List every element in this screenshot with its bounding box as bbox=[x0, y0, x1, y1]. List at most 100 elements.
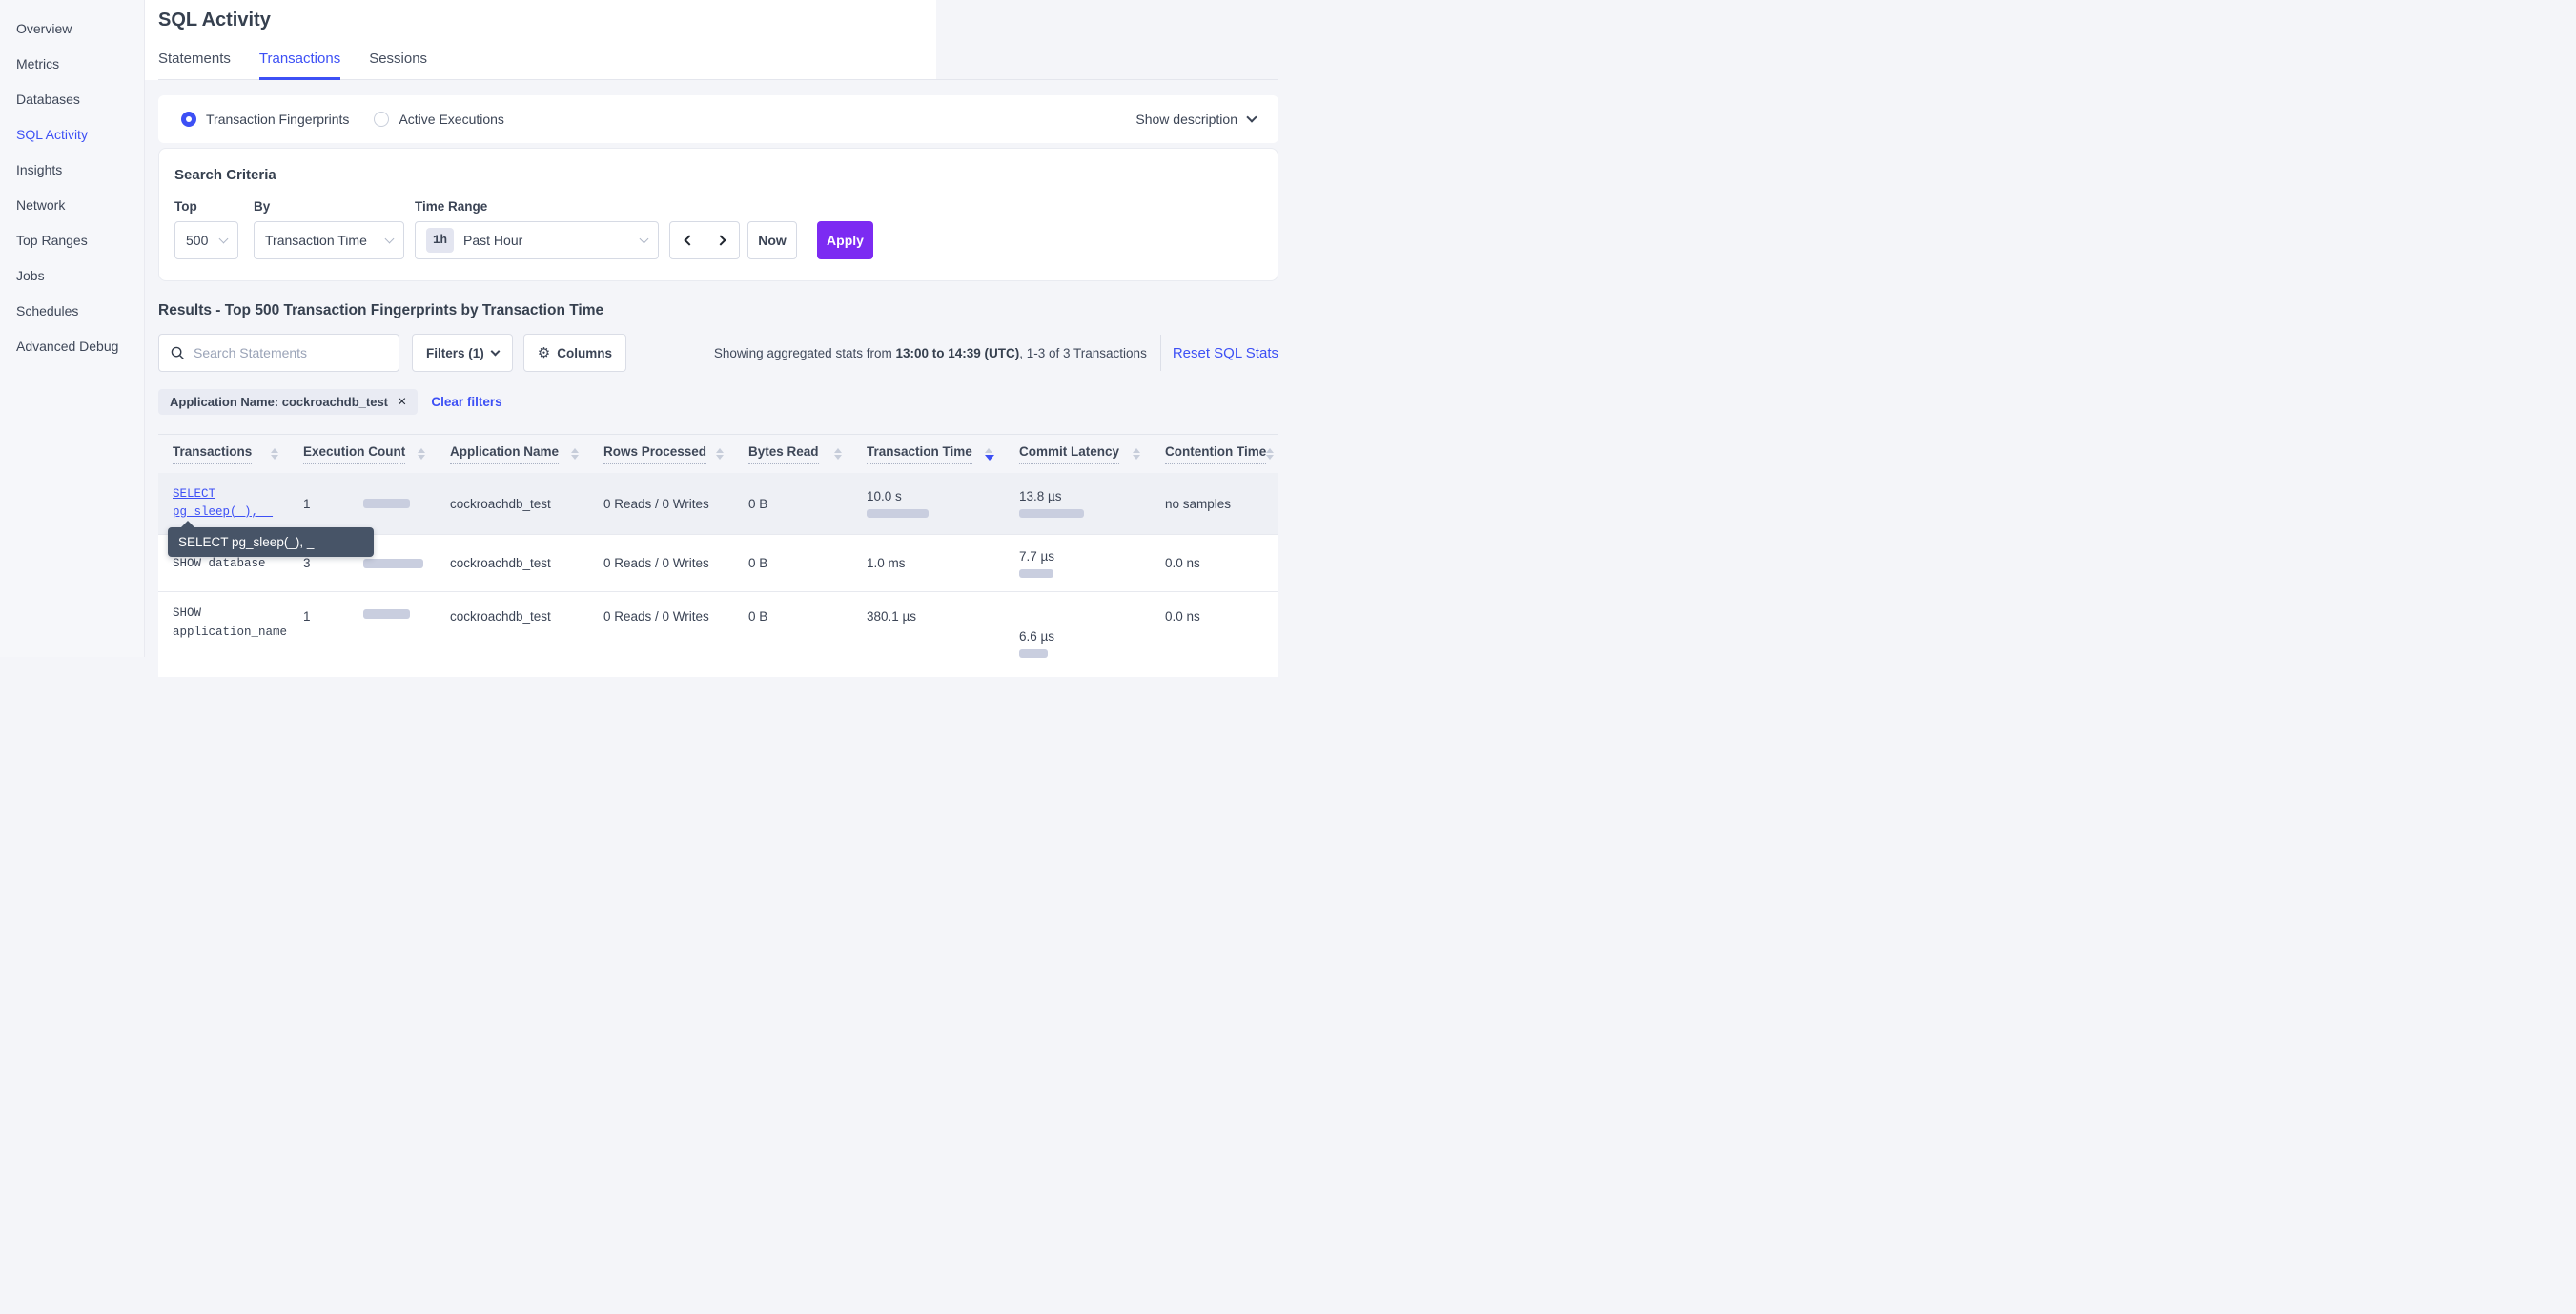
apply-button[interactable]: Apply bbox=[817, 221, 873, 259]
columns-button[interactable]: ⚙ Columns bbox=[522, 334, 626, 372]
commit-latency-cell: 7.7 µs bbox=[1019, 535, 1165, 591]
stats-time-range: 13:00 to 14:39 (UTC) bbox=[895, 345, 1020, 360]
sidebar-item-sql-activity[interactable]: SQL Activity bbox=[16, 127, 88, 142]
aggregated-stats-text: Showing aggregated stats from 13:00 to 1… bbox=[714, 346, 1147, 360]
filter-chip-label: Application Name: cockroachdb_test bbox=[170, 395, 388, 409]
sort-icon[interactable] bbox=[271, 448, 278, 460]
next-time-range-button[interactable] bbox=[705, 222, 739, 258]
tab-statements[interactable]: Statements bbox=[158, 51, 231, 67]
remove-filter-icon[interactable]: × bbox=[398, 393, 407, 410]
transaction-fingerprint-cell: SHOW database bbox=[158, 535, 303, 591]
sidebar-item-network[interactable]: Network bbox=[16, 197, 66, 213]
now-button[interactable]: Now bbox=[747, 221, 797, 259]
table-row: SHOW application_name 1 cockroachdb_test… bbox=[158, 591, 1278, 677]
sort-icon[interactable] bbox=[1133, 448, 1140, 460]
search-statements-input[interactable] bbox=[194, 345, 387, 360]
column-header-rows-processed: Rows Processed bbox=[603, 444, 748, 464]
stats-prefix: Showing aggregated stats from bbox=[713, 345, 896, 360]
time-range-select[interactable]: 1h Past Hour bbox=[415, 221, 659, 259]
commit-latency-bar bbox=[1019, 568, 1053, 578]
top-select[interactable]: 500 bbox=[174, 221, 238, 259]
column-header-contention-time: Contention Time bbox=[1165, 444, 1275, 464]
transaction-time-cell: 1.0 ms bbox=[867, 556, 906, 570]
column-header-label[interactable]: Commit Latency bbox=[1019, 444, 1120, 464]
sidebar-item-advanced-debug[interactable]: Advanced Debug bbox=[16, 339, 119, 354]
column-header-label[interactable]: Transactions bbox=[173, 444, 253, 464]
column-header-label[interactable]: Bytes Read bbox=[748, 444, 819, 464]
column-header-label[interactable]: Rows Processed bbox=[603, 444, 707, 464]
applied-filters-row: Application Name: cockroachdb_test × Cle… bbox=[158, 389, 1278, 415]
execution-count-bar bbox=[363, 499, 410, 508]
application-name-cell: cockroachdb_test bbox=[450, 496, 551, 511]
sort-icon[interactable] bbox=[716, 448, 724, 460]
column-header-commit-latency: Commit Latency bbox=[1019, 444, 1165, 464]
sort-icon[interactable] bbox=[1266, 448, 1275, 460]
radio-transaction-fingerprints[interactable]: Transaction Fingerprints bbox=[181, 112, 349, 127]
sidebar-item-insights[interactable]: Insights bbox=[16, 162, 63, 177]
contention-time-cell: no samples bbox=[1165, 496, 1232, 511]
column-header-execution-count: Execution Count bbox=[303, 444, 450, 464]
clear-filters-link[interactable]: Clear filters bbox=[431, 395, 502, 409]
chevron-left-icon bbox=[683, 235, 695, 246]
page-header: SQL Activity Statements Transactions Ses… bbox=[145, 0, 1288, 80]
radio-label: Active Executions bbox=[399, 112, 504, 127]
contention-time-cell: 0.0 ns bbox=[1165, 609, 1200, 624]
results-heading: Results - Top 500 Transaction Fingerprin… bbox=[158, 302, 604, 318]
by-select[interactable]: Transaction Time bbox=[254, 221, 404, 259]
sidebar-item-overview[interactable]: Overview bbox=[16, 21, 72, 36]
filter-chip-application-name[interactable]: Application Name: cockroachdb_test × bbox=[158, 389, 419, 415]
transaction-fingerprint-link[interactable]: SHOW application_name bbox=[173, 606, 288, 639]
commit-latency-cell: 6.6 µs bbox=[1019, 592, 1165, 677]
sidebar-item-schedules[interactable]: Schedules bbox=[16, 303, 79, 318]
commit-latency-bar bbox=[1019, 648, 1048, 658]
execution-count-bar bbox=[363, 609, 410, 619]
header-background bbox=[145, 0, 936, 80]
sidebar: Overview Metrics Databases SQL Activity … bbox=[0, 0, 145, 657]
radio-active-executions[interactable]: Active Executions bbox=[374, 112, 504, 127]
sort-icon-active-desc[interactable] bbox=[985, 447, 994, 461]
fingerprint-tooltip-text: SELECT pg_sleep(_), _ bbox=[178, 535, 315, 549]
column-header-transactions: Transactions bbox=[158, 444, 303, 464]
sort-icon[interactable] bbox=[571, 448, 579, 460]
reset-sql-stats-link[interactable]: Reset SQL Stats bbox=[1172, 344, 1278, 361]
transaction-time-cell: 380.1 µs bbox=[867, 609, 917, 624]
columns-button-label: Columns bbox=[557, 345, 612, 360]
sidebar-item-top-ranges[interactable]: Top Ranges bbox=[16, 233, 88, 248]
table-body: SELECT pg_sleep(_), _ 1 cockroachdb_test… bbox=[158, 473, 1278, 677]
show-description-toggle[interactable]: Show description bbox=[1135, 112, 1257, 127]
column-header-label[interactable]: Execution Count bbox=[303, 444, 406, 464]
tab-transactions[interactable]: Transactions bbox=[258, 51, 341, 80]
radio-unselected-icon bbox=[374, 112, 390, 127]
by-label: By bbox=[254, 199, 271, 214]
sort-icon[interactable] bbox=[834, 448, 842, 460]
sidebar-item-jobs[interactable]: Jobs bbox=[16, 268, 45, 283]
column-header-label[interactable]: Contention Time bbox=[1165, 444, 1267, 464]
transaction-fingerprint-link[interactable]: SELECT pg_sleep(_), _ bbox=[173, 486, 274, 519]
transaction-time-cell: 10.0 s bbox=[867, 473, 1019, 534]
execution-count-cell: 1 bbox=[303, 473, 450, 534]
contention-time-cell: 0.0 ns bbox=[1165, 556, 1200, 570]
sort-icon[interactable] bbox=[418, 448, 425, 460]
vertical-divider bbox=[1159, 335, 1161, 371]
search-statements-box bbox=[158, 334, 399, 372]
tab-bar-divider bbox=[158, 79, 1278, 80]
radio-selected-icon bbox=[181, 112, 196, 127]
tab-sessions[interactable]: Sessions bbox=[369, 51, 428, 67]
time-range-badge: 1h bbox=[426, 228, 455, 253]
view-mode-card: Transaction Fingerprints Active Executio… bbox=[158, 95, 1278, 143]
sidebar-item-databases[interactable]: Databases bbox=[16, 92, 80, 107]
transaction-fingerprint-cell: SELECT pg_sleep(_), _ bbox=[158, 473, 303, 534]
transaction-time-bar bbox=[867, 509, 929, 518]
rows-processed-cell: 0 Reads / 0 Writes bbox=[603, 556, 709, 570]
table-row: SHOW database 3 cockroachdb_test 0 Reads… bbox=[158, 534, 1278, 591]
search-icon bbox=[171, 346, 185, 359]
bytes-read-cell: 0 B bbox=[748, 609, 768, 624]
filters-button[interactable]: Filters (1) bbox=[412, 334, 513, 372]
execution-count-bar bbox=[363, 558, 423, 568]
sidebar-item-metrics[interactable]: Metrics bbox=[16, 56, 60, 72]
previous-time-range-button[interactable] bbox=[670, 222, 705, 258]
top-select-value: 500 bbox=[186, 233, 209, 248]
column-header-label[interactable]: Application Name bbox=[450, 444, 560, 464]
column-header-label[interactable]: Transaction Time bbox=[867, 444, 972, 464]
transaction-fingerprint-link[interactable]: SHOW database bbox=[173, 556, 266, 570]
